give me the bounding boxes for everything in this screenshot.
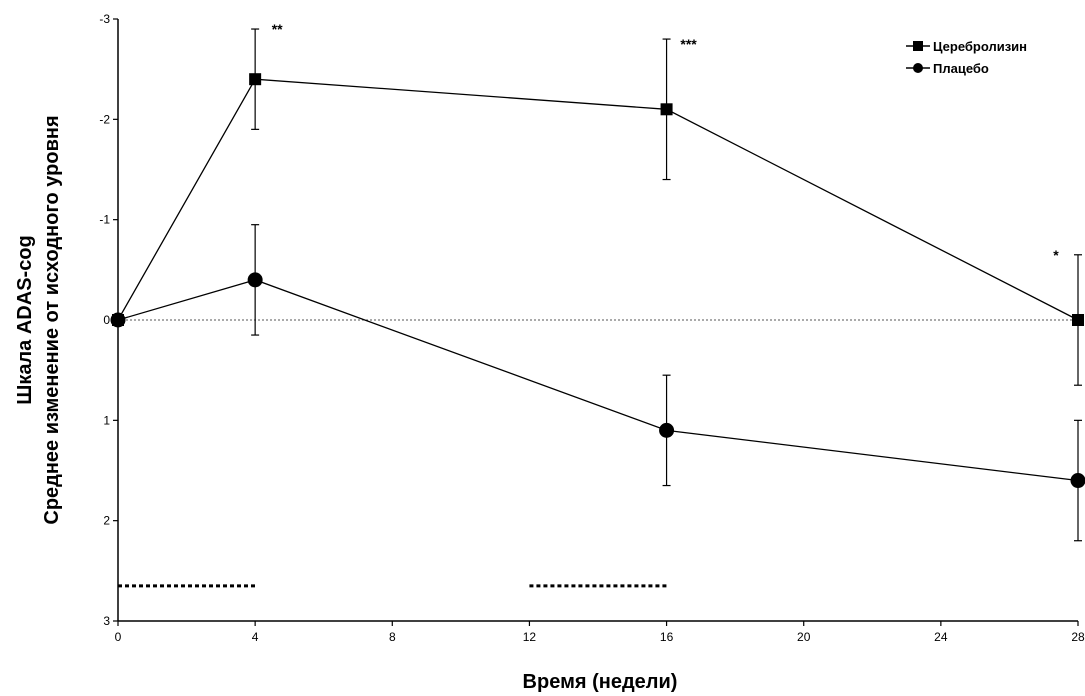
- x-tick-label: 24: [934, 630, 948, 644]
- y-tick-label: 0: [103, 313, 110, 327]
- legend: Церебролизин Плацебо: [906, 39, 1027, 76]
- y-tick-label: -2: [99, 112, 110, 126]
- significance-marker: *: [1053, 247, 1059, 263]
- y-tick-label: -1: [99, 213, 110, 227]
- y-tick-label: 3: [103, 614, 110, 628]
- data-point-circle: [1070, 473, 1085, 489]
- x-tick-label: 20: [797, 630, 811, 644]
- significance-marker: ***: [680, 36, 697, 52]
- y-axis-title-line2: Среднее изменение от исходного уровня: [41, 115, 63, 524]
- x-tick-label: 8: [389, 630, 396, 644]
- y-tick-label: 1: [103, 413, 110, 427]
- data-point-circle: [247, 272, 263, 288]
- x-tick-label: 12: [523, 630, 537, 644]
- legend-label-placebo: Плацебо: [933, 61, 989, 76]
- significance-annotations: ******: [272, 21, 1060, 263]
- legend-marker-square: [913, 41, 923, 51]
- series-circle: [110, 224, 1085, 542]
- data-point-square: [660, 103, 673, 116]
- legend-marker-circle: [913, 63, 923, 73]
- legend-label-cerebrolysin: Церебролизин: [933, 39, 1027, 54]
- x-tick-label: 4: [252, 630, 259, 644]
- series-layer: [110, 28, 1085, 542]
- x-tick-label: 16: [660, 630, 674, 644]
- x-axis-title: Время (недели): [523, 671, 678, 693]
- data-point-circle: [110, 312, 126, 328]
- x-tick-label: 28: [1071, 630, 1085, 644]
- data-point-circle: [659, 422, 675, 438]
- series-line: [117, 78, 1079, 321]
- significance-marker: **: [272, 21, 283, 37]
- x-tick-label: 0: [115, 630, 122, 644]
- data-point-square: [1072, 314, 1084, 326]
- series-line: [117, 279, 1079, 482]
- y-axis-title-line1: Шкала ADAS-cog: [14, 235, 36, 405]
- data-point-square: [249, 73, 262, 86]
- y-tick-label: 2: [103, 514, 110, 528]
- series-square: [112, 28, 1084, 386]
- y-tick-label: -3: [99, 12, 110, 26]
